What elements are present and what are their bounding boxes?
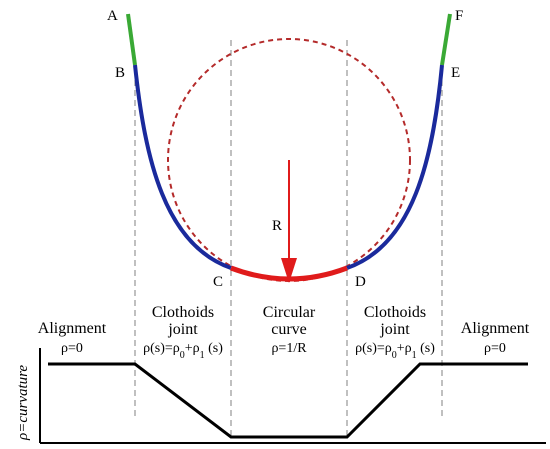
right-alignment-formula: ρ=0 bbox=[484, 341, 506, 356]
curvature-profile bbox=[48, 362, 528, 439]
tangent-segment-ef bbox=[440, 13, 452, 66]
radius-label: R bbox=[272, 218, 282, 234]
right-clothoid-formula: ρ(s)=ρ0+ρ1 (s) bbox=[355, 341, 435, 361]
right-clothoid-title-1: Clothoids bbox=[364, 304, 426, 321]
left-alignment-formula: ρ=0 bbox=[61, 341, 83, 356]
point-label-e: E bbox=[451, 65, 460, 81]
clothoid-segment-de bbox=[346, 64, 444, 270]
point-label-c: C bbox=[213, 274, 223, 290]
circular-title-1: Circular bbox=[263, 304, 316, 321]
circular-title-2: curve bbox=[271, 321, 307, 338]
right-alignment-title: Alignment bbox=[461, 320, 530, 337]
circular-formula: ρ=1/R bbox=[271, 341, 307, 356]
point-label-b: B bbox=[115, 65, 125, 81]
point-label-a: A bbox=[107, 8, 118, 24]
curvature-axes bbox=[39, 348, 546, 444]
radius-arrow bbox=[281, 160, 297, 283]
left-clothoid-title-2: joint bbox=[167, 321, 198, 338]
left-alignment-title: Alignment bbox=[38, 320, 107, 337]
clothoid-segment-bc bbox=[133, 64, 232, 270]
right-clothoid-title-2: joint bbox=[379, 321, 410, 338]
tangent-segment-ab bbox=[126, 13, 137, 66]
y-axis-label: ρ=curvature bbox=[15, 365, 31, 441]
left-clothoid-formula: ρ(s)=ρ0+ρ1 (s) bbox=[143, 341, 223, 361]
point-label-f: F bbox=[455, 8, 463, 24]
point-label-d: D bbox=[355, 274, 366, 290]
left-clothoid-title-1: Clothoids bbox=[152, 304, 214, 321]
